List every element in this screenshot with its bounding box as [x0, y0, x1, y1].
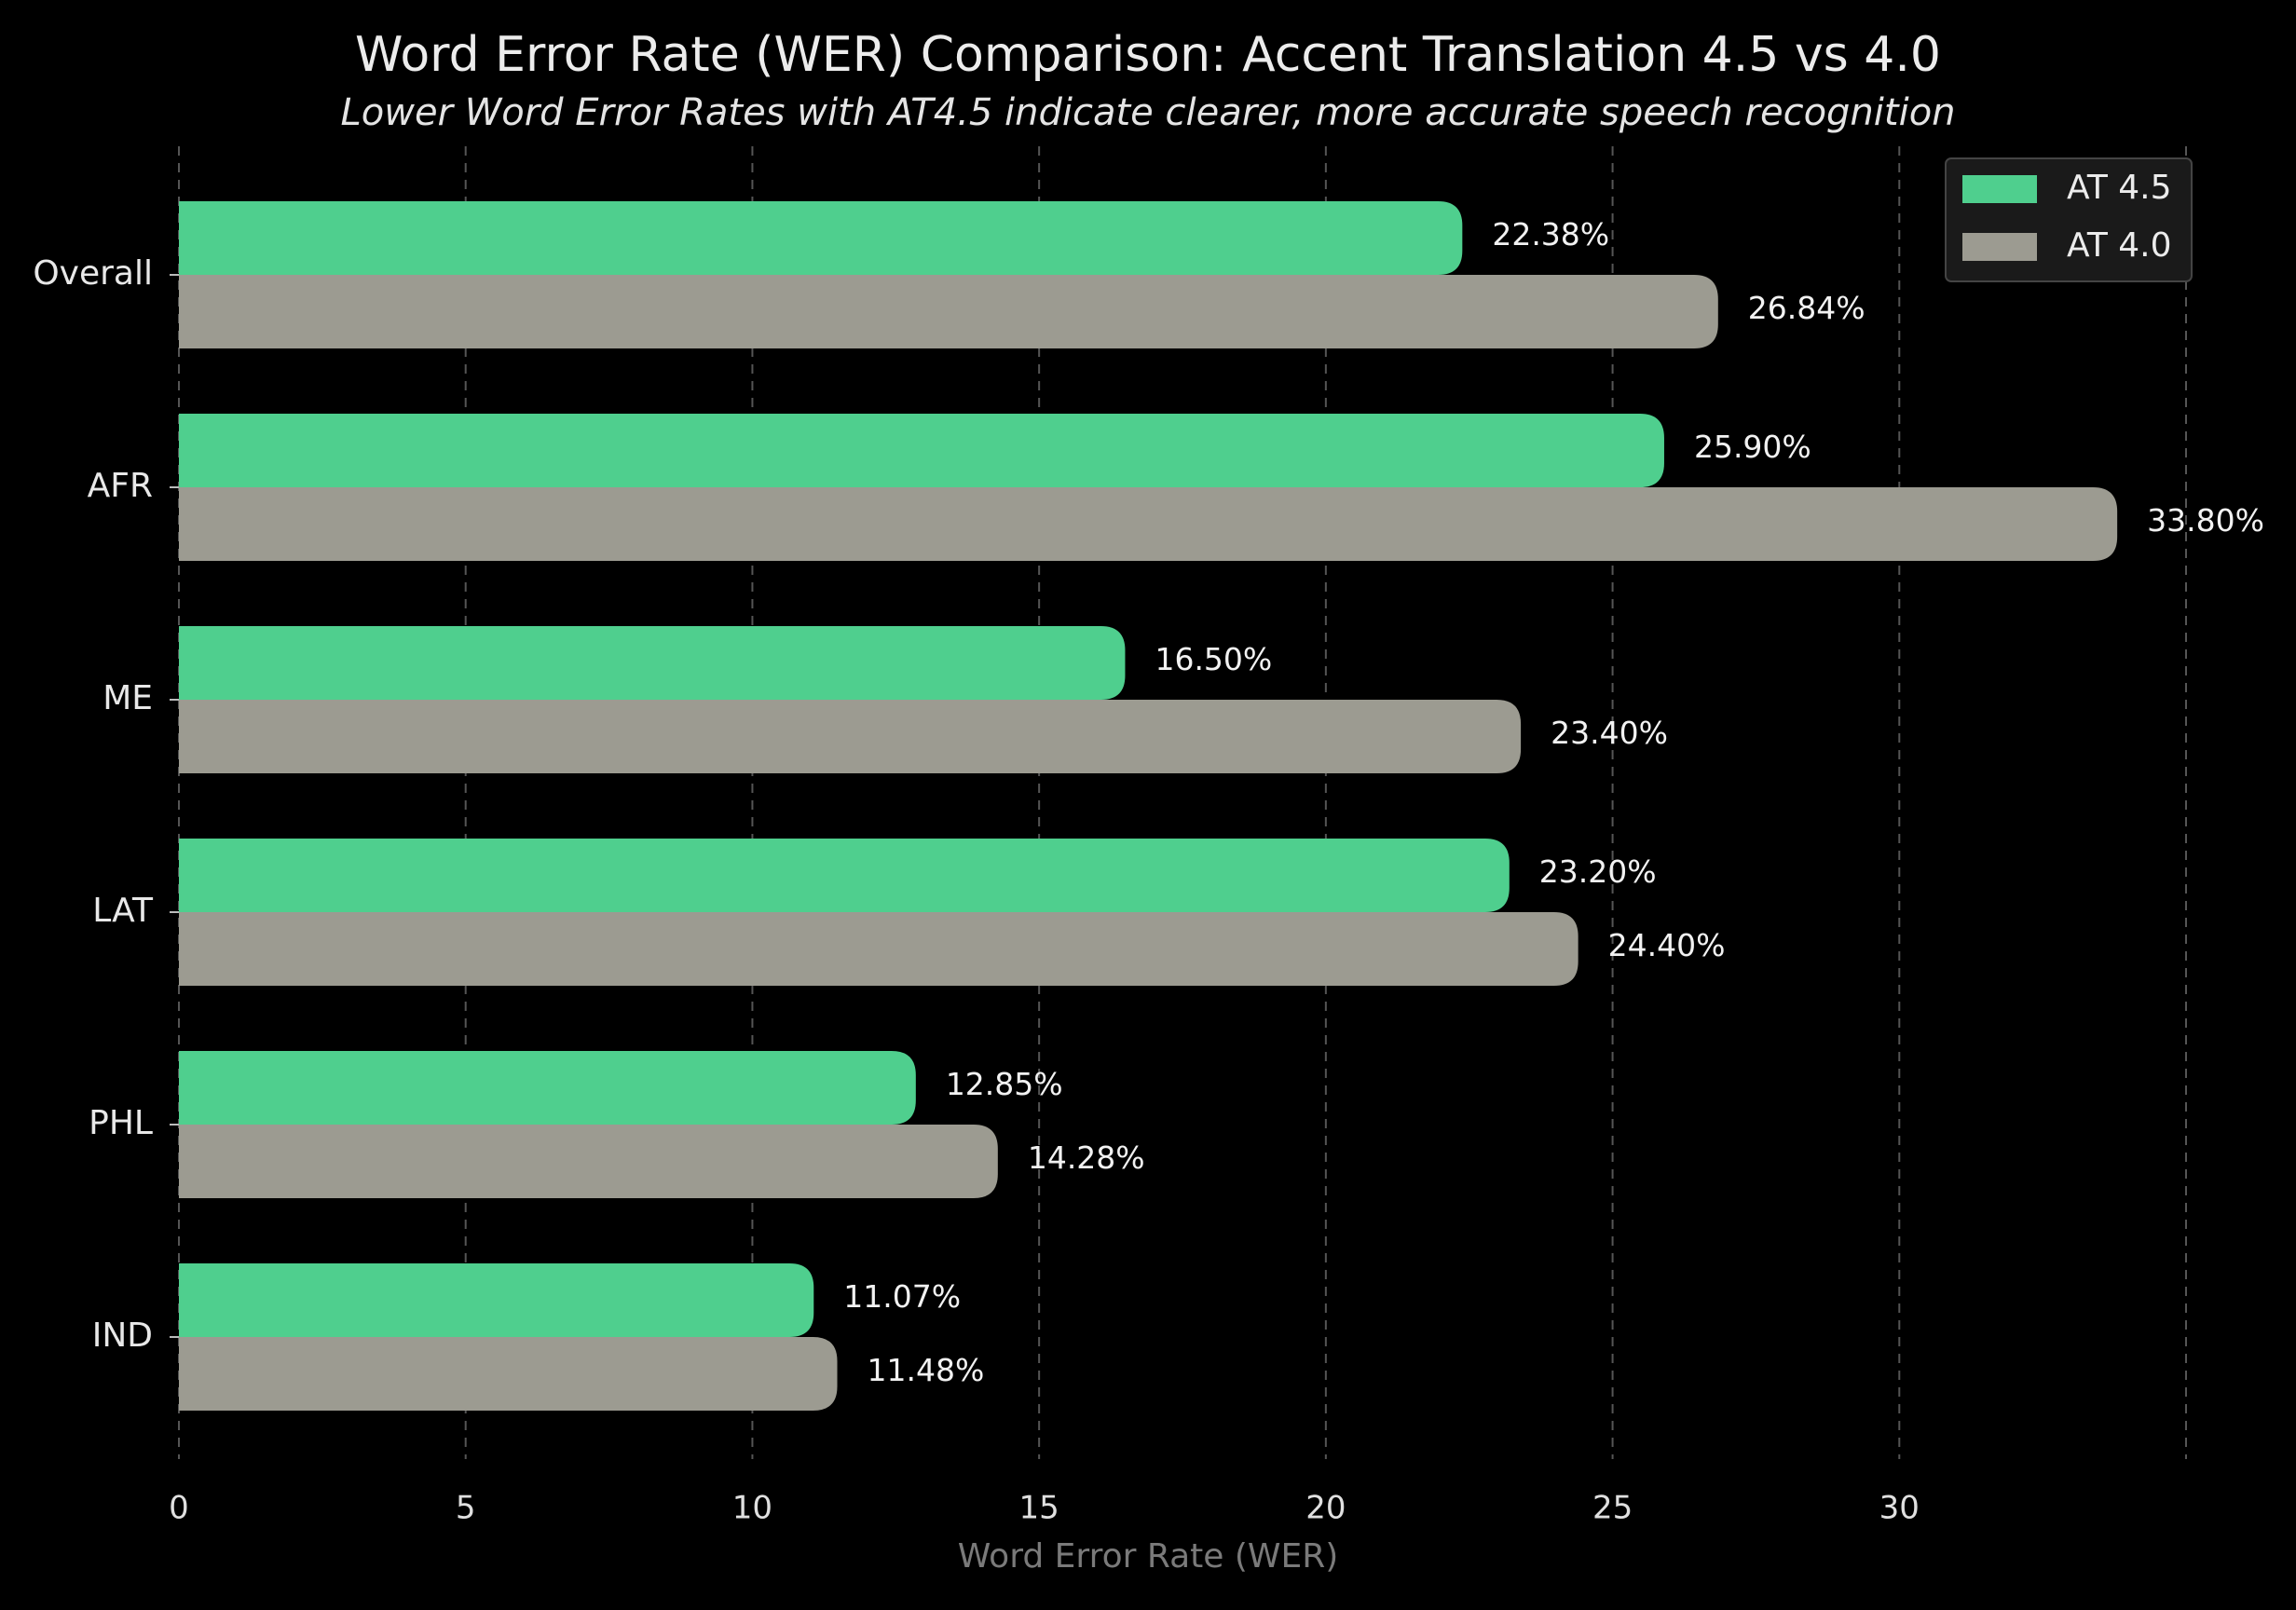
x-tick-label: 25 [1592, 1490, 1633, 1527]
y-tick-label: AFR [88, 467, 153, 505]
x-tick-label: 15 [1019, 1490, 1059, 1527]
value-label: 23.20% [1539, 853, 1657, 890]
value-label: 25.90% [1694, 429, 1811, 465]
legend-swatch [1962, 175, 2037, 203]
bar [179, 839, 1510, 912]
y-tick-label: Overall [33, 254, 153, 293]
bar [179, 1263, 814, 1337]
value-label: 12.85% [946, 1066, 1063, 1102]
bar [179, 201, 1463, 275]
value-label: 16.50% [1155, 641, 1272, 677]
bar [179, 1051, 916, 1125]
bar [179, 487, 2118, 561]
bar [179, 1125, 998, 1198]
bar [179, 275, 1718, 348]
legend-swatch [1962, 233, 2037, 261]
bar [179, 414, 1664, 487]
x-axis-label: Word Error Rate (WER) [958, 1537, 1339, 1576]
bar [179, 1337, 838, 1411]
value-label: 22.38% [1492, 216, 1609, 252]
chart-subtitle: Lower Word Error Rates with AT4.5 indica… [340, 91, 1955, 134]
chart-title: Word Error Rate (WER) Comparison: Accent… [355, 27, 1941, 83]
legend: AT 4.5 AT 4.0 [1945, 157, 2193, 282]
value-label: 26.84% [1748, 290, 1866, 326]
value-label: 24.40% [1608, 927, 1726, 963]
legend-label: AT 4.5 [2067, 169, 2172, 207]
bar [179, 700, 1522, 773]
x-tick-label: 0 [169, 1490, 189, 1527]
value-label: 14.28% [1028, 1139, 1145, 1176]
legend-label: AT 4.0 [2067, 226, 2172, 265]
value-label: 11.07% [843, 1278, 961, 1315]
x-tick-label: 20 [1305, 1490, 1346, 1527]
bar [179, 912, 1578, 986]
value-label: 33.80% [2147, 502, 2264, 539]
y-tick-label: IND [92, 1317, 153, 1355]
bar [179, 626, 1126, 700]
x-tick-label: 5 [456, 1490, 476, 1527]
value-label: 11.48% [868, 1352, 985, 1388]
x-tick-label: 30 [1879, 1490, 1920, 1527]
y-tick-label: PHL [89, 1104, 153, 1142]
y-tick-label: ME [102, 679, 153, 717]
y-tick-label: LAT [92, 892, 154, 930]
x-tick-label: 10 [732, 1490, 772, 1527]
value-label: 23.40% [1551, 715, 1668, 751]
